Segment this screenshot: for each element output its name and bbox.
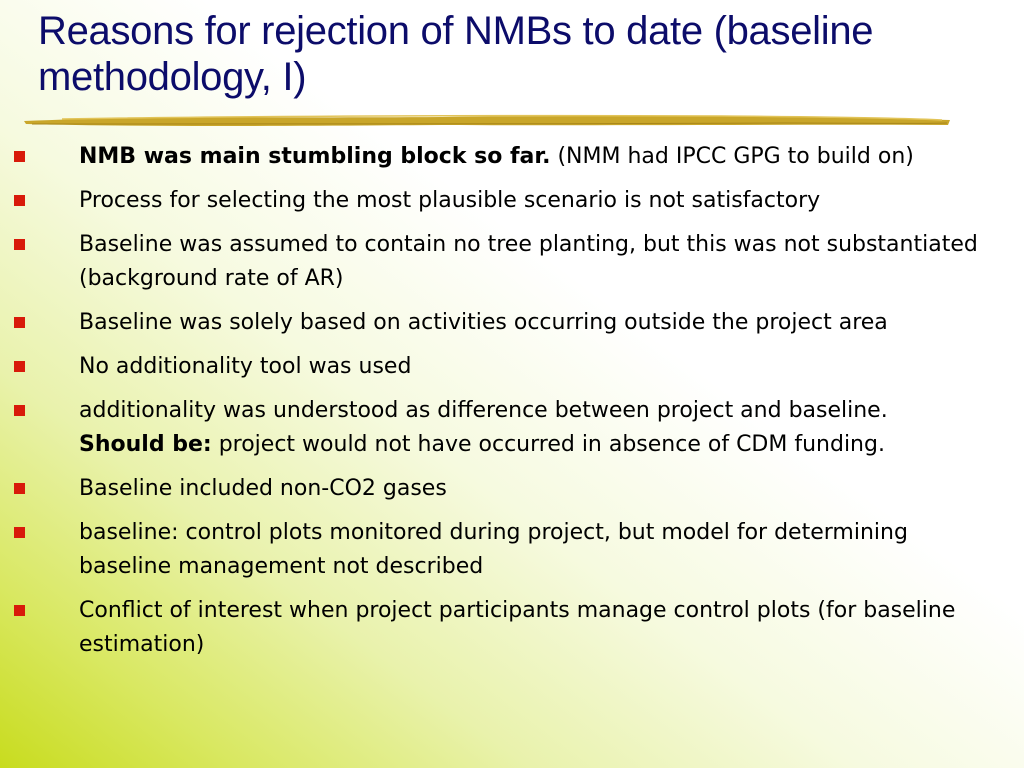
bullet-plain-text: additionality was understood as differen…	[79, 398, 888, 423]
list-item: Baseline included non-CO2 gases	[0, 472, 1024, 506]
bullet-text: Baseline included non-CO2 gases	[79, 476, 447, 501]
square-bullet-icon	[14, 527, 25, 538]
bullet-text: No additionality tool was used	[79, 354, 412, 379]
list-item: Conflict of interest when project partic…	[0, 594, 1024, 662]
bullet-text: additionality was understood as differen…	[79, 398, 888, 457]
bullet-text: Conflict of interest when project partic…	[79, 598, 956, 657]
bullet-text: Baseline was solely based on activities …	[79, 310, 888, 335]
bullet-list: NMB was main stumbling block so far. (NM…	[0, 140, 1024, 672]
square-bullet-icon	[14, 605, 25, 616]
bullet-plain-text: project would not have occurred in absen…	[211, 432, 885, 457]
list-item: No additionality tool was used	[0, 350, 1024, 384]
square-bullet-icon	[14, 405, 25, 416]
list-item: Baseline was solely based on activities …	[0, 306, 1024, 340]
list-item: Process for selecting the most plausible…	[0, 184, 1024, 218]
square-bullet-icon	[14, 483, 25, 494]
title-underline-decoration	[24, 114, 950, 126]
bullet-plain-text: (NMM had IPCC GPG to build on)	[550, 144, 914, 169]
square-bullet-icon	[14, 317, 25, 328]
bullet-text: baseline: control plots monitored during…	[79, 520, 908, 579]
bullet-text: Baseline was assumed to contain no tree …	[79, 232, 978, 291]
list-item: Baseline was assumed to contain no tree …	[0, 228, 1024, 296]
square-bullet-icon	[14, 361, 25, 372]
square-bullet-icon	[14, 239, 25, 250]
slide-title: Reasons for rejection of NMBs to date (b…	[38, 9, 874, 99]
bullet-bold-text: NMB was main stumbling block so far.	[79, 144, 551, 169]
square-bullet-icon	[14, 151, 25, 162]
square-bullet-icon	[14, 195, 25, 206]
list-item: additionality was understood as differen…	[0, 394, 1024, 462]
bullet-bold-text: Should be:	[79, 432, 212, 457]
list-item: baseline: control plots monitored during…	[0, 516, 1024, 584]
list-item: NMB was main stumbling block so far. (NM…	[0, 140, 1024, 174]
bullet-text: NMB was main stumbling block so far. (NM…	[79, 144, 914, 169]
bullet-text: Process for selecting the most plausible…	[79, 188, 821, 213]
